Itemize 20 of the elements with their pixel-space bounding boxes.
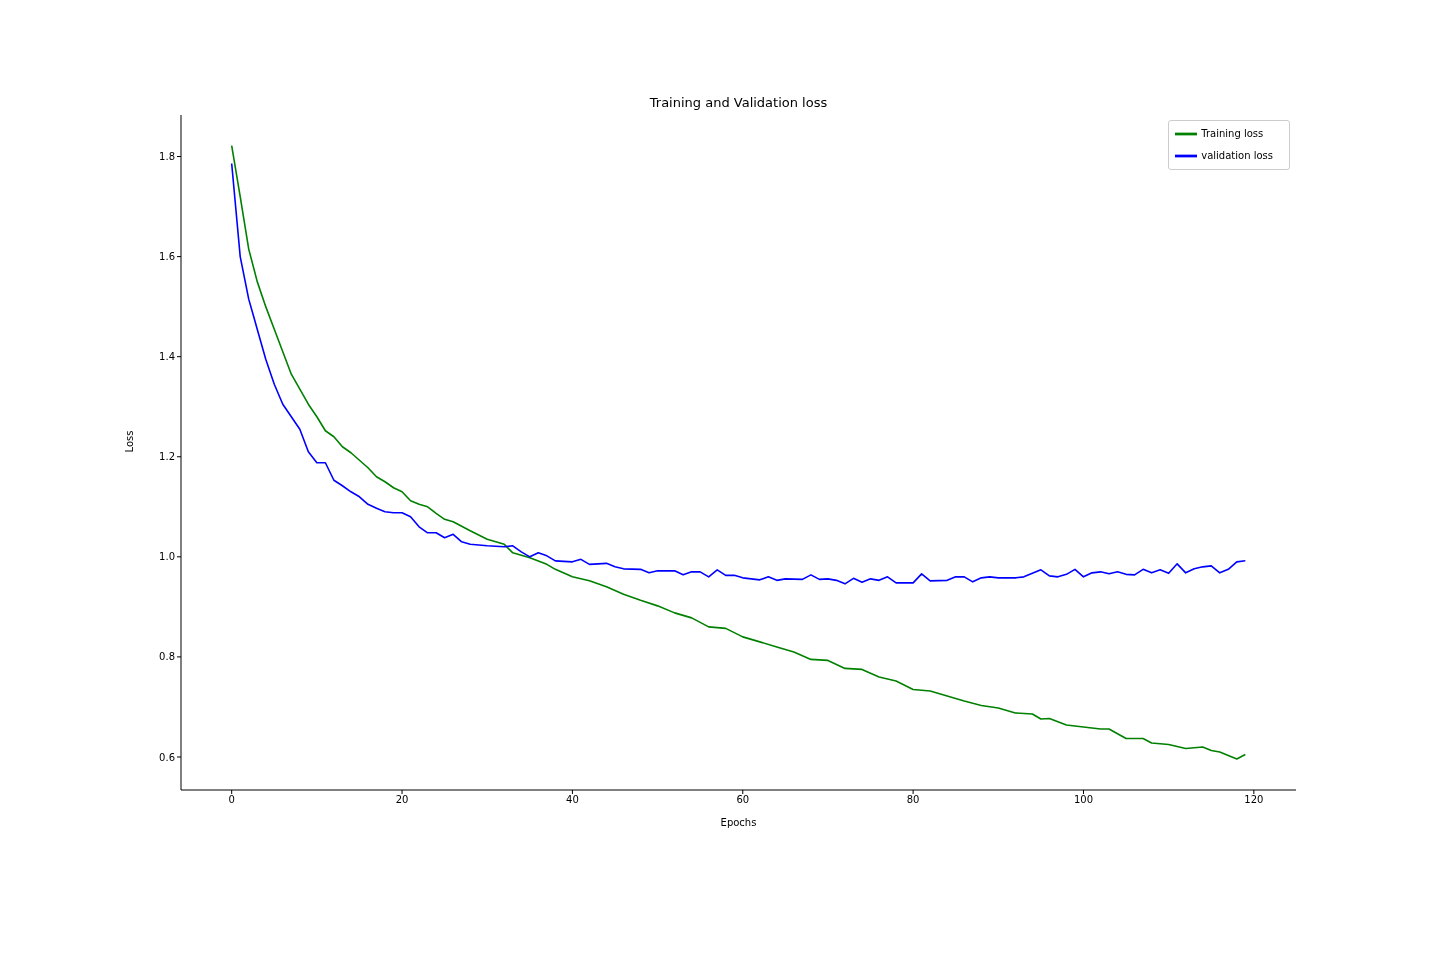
y-tick-label: 1.0: [159, 551, 175, 563]
x-tick-label: 100: [1073, 794, 1094, 806]
y-tick-label: 1.4: [159, 351, 175, 363]
legend-label: Training loss: [1201, 128, 1264, 139]
y-tick-label: 0.6: [159, 751, 175, 763]
y-tick-label: 0.8: [159, 651, 175, 663]
legend-label: validation loss: [1201, 150, 1273, 161]
y-tick-label: 1.6: [159, 251, 175, 263]
chart-title: Training and Validation loss: [648, 95, 829, 110]
x-tick-label: 20: [395, 794, 409, 806]
x-tick-label: 80: [906, 794, 920, 806]
x-axis-title: Epochs: [720, 817, 757, 828]
x-tick-label: 60: [736, 794, 750, 806]
y-tick-label: 1.2: [159, 451, 175, 463]
x-tick-label: 0: [228, 794, 235, 806]
x-tick-label: 120: [1244, 794, 1264, 806]
y-tick-label: 1.8: [159, 151, 175, 163]
line-series: [230, 162, 1247, 585]
y-axis-title: Loss: [123, 430, 135, 453]
x-tick-label: 40: [566, 794, 579, 806]
